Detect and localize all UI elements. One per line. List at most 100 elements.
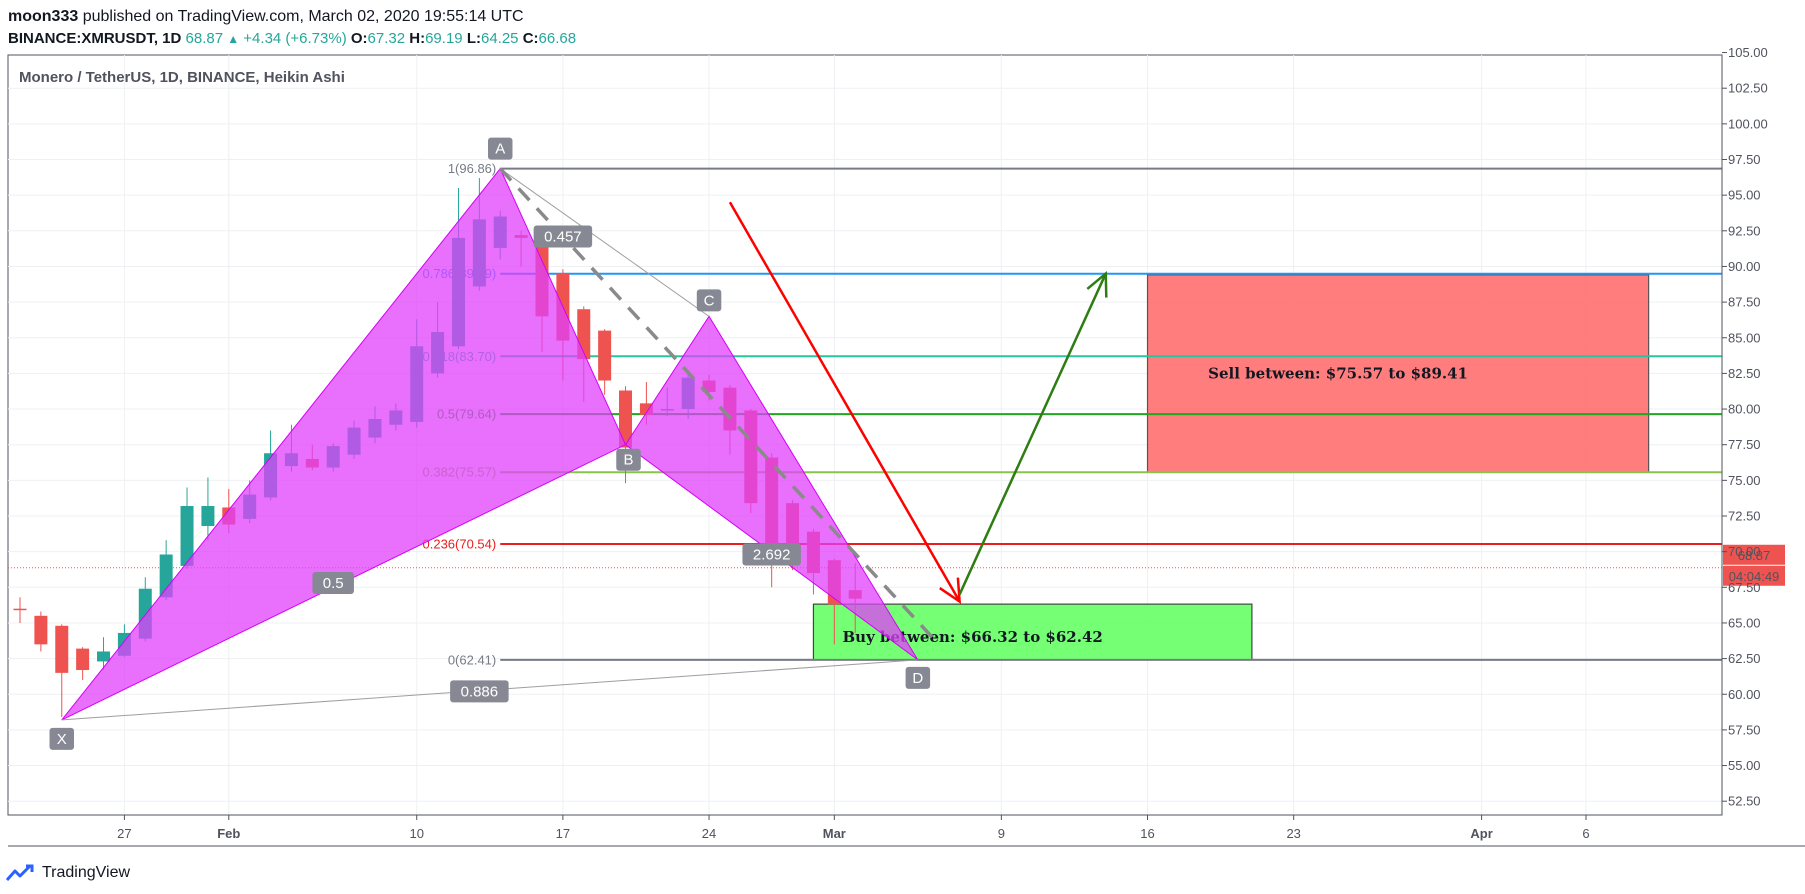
candle-body bbox=[619, 390, 633, 448]
open-label: O: bbox=[350, 30, 368, 47]
time-tick-label: 10 bbox=[409, 826, 423, 841]
price-tick-label: 90.00 bbox=[1728, 259, 1761, 274]
sell-zone-label: Sell between: $75.57 to $89.41 bbox=[1208, 365, 1468, 383]
symbol-label: BINANCE:XMRUSDT, 1D bbox=[8, 30, 182, 47]
candle-body bbox=[55, 625, 69, 673]
ratio-label: 0.5 bbox=[323, 575, 344, 592]
point-label-c: C bbox=[704, 292, 715, 309]
candle-body bbox=[97, 651, 111, 662]
buy-zone-label: Buy between: $66.32 to $62.42 bbox=[843, 628, 1103, 646]
price-tick-label: 72.50 bbox=[1728, 509, 1761, 524]
point-label-b-bg bbox=[616, 448, 641, 471]
fib-level-label: 0(62.41) bbox=[448, 652, 496, 667]
open-value: 67.32 bbox=[367, 30, 406, 47]
green-up-arrow-shaft bbox=[958, 273, 1107, 595]
high-label: H: bbox=[409, 30, 426, 47]
chart-title: Monero / TetherUS, 1D, BINANCE, Heikin A… bbox=[19, 69, 345, 86]
close-label: C: bbox=[522, 30, 539, 47]
pattern-ac-line bbox=[499, 168, 710, 317]
point-label-d-bg bbox=[905, 666, 931, 689]
last-price: 68.87 bbox=[185, 30, 224, 47]
candle-body bbox=[201, 506, 215, 526]
point-label-x: X bbox=[57, 731, 67, 748]
chart-header: moon333 published on TradingView.com, Ma… bbox=[8, 6, 1788, 50]
time-tick-label: 6 bbox=[1582, 826, 1589, 841]
price-tick-label: 85.00 bbox=[1728, 330, 1761, 345]
red-down-arrow-head bbox=[939, 577, 962, 605]
price-tick-label: 55.00 bbox=[1728, 758, 1761, 773]
point-label-c-bg bbox=[696, 289, 722, 312]
last-price-tag: 68.87 bbox=[1738, 548, 1771, 563]
time-tick-label: 17 bbox=[556, 826, 570, 841]
labels: X A B C D 0.457 0.5 2.692 0.886 68.87 04:04:49 bbox=[49, 137, 1785, 750]
price-axis[interactable]: 52.50 55.00 57.50 60.00 62.50 65.00 67.50 70.00… bbox=[1722, 45, 1768, 809]
price-tick-label: 60.00 bbox=[1728, 687, 1761, 702]
price-tick-label: 75.00 bbox=[1728, 473, 1761, 488]
price-tick-label: 62.50 bbox=[1728, 651, 1761, 666]
high-value: 69.19 bbox=[425, 30, 463, 47]
time-tick-label: 27 bbox=[117, 826, 131, 841]
low-value: 64.25 bbox=[480, 30, 519, 47]
footer-brand[interactable]: TradingView bbox=[42, 864, 131, 881]
price-tick-label: 80.00 bbox=[1728, 402, 1761, 417]
ratio-label-bg bbox=[312, 572, 354, 595]
time-tick-label: 16 bbox=[1140, 826, 1154, 841]
price-tick-label: 65.00 bbox=[1728, 615, 1761, 630]
published-info: published on TradingView.com, March 02, … bbox=[82, 8, 524, 25]
time-tick-label: 23 bbox=[1286, 826, 1300, 841]
price-tick-label: 100.00 bbox=[1728, 116, 1768, 131]
price-tick-label: 82.50 bbox=[1728, 366, 1761, 381]
price-tick-label: 105.00 bbox=[1728, 45, 1768, 60]
countdown-tag-bg bbox=[1723, 565, 1785, 586]
ratio-label-bg bbox=[742, 543, 801, 566]
candle-body bbox=[76, 648, 90, 671]
fib-level-label: 1(96.86) bbox=[448, 161, 496, 176]
arrows bbox=[728, 201, 1108, 605]
price-change: +4.34 (+6.73%) bbox=[243, 30, 347, 47]
close-value: 66.68 bbox=[538, 30, 577, 47]
candle-body bbox=[639, 403, 653, 415]
time-axis[interactable]: 27 Feb 10 17 24 Mar 9 16 23 Apr 6 bbox=[117, 815, 1590, 841]
point-label-a-bg bbox=[487, 137, 513, 160]
time-tick-label: Apr bbox=[1470, 826, 1492, 841]
sell-zone bbox=[1146, 274, 1650, 473]
time-tick-label: 24 bbox=[702, 826, 716, 841]
time-tick-label: 9 bbox=[998, 826, 1005, 841]
point-label-x-bg bbox=[49, 727, 75, 750]
tradingview-logo-icon[interactable] bbox=[6, 863, 38, 883]
time-tick-label: Feb bbox=[217, 826, 240, 841]
price-tick-label: 102.50 bbox=[1728, 81, 1768, 96]
price-tick-label: 77.50 bbox=[1728, 437, 1761, 452]
ratio-label: 2.692 bbox=[753, 547, 791, 564]
last-price-tag-bg bbox=[1723, 544, 1785, 565]
up-triangle-icon: ▲ bbox=[227, 32, 240, 46]
price-tick-label: 87.50 bbox=[1728, 295, 1761, 310]
price-tick-label: 67.50 bbox=[1728, 580, 1761, 595]
price-tick-label: 52.50 bbox=[1728, 794, 1761, 809]
red-down-arrow-shaft bbox=[728, 201, 961, 603]
candle-body bbox=[180, 506, 194, 566]
time-tick-label: Mar bbox=[823, 826, 846, 841]
ratio-label-bg bbox=[450, 680, 509, 703]
ratio-label: 0.886 bbox=[461, 683, 499, 700]
point-label-d: D bbox=[912, 670, 923, 687]
price-tick-label: 97.50 bbox=[1728, 152, 1761, 167]
published-line: moon333 published on TradingView.com, Ma… bbox=[8, 6, 1788, 28]
symbol-ohlc-line: BINANCE:XMRUSDT, 1D 68.87 ▲ +4.34 (+6.73… bbox=[8, 28, 1788, 50]
green-up-arrow-head bbox=[1086, 270, 1108, 298]
footer: TradingView bbox=[6, 860, 130, 886]
price-tick-label: 57.50 bbox=[1728, 722, 1761, 737]
candle-body bbox=[598, 330, 612, 381]
grid bbox=[8, 55, 1722, 815]
point-label-a: A bbox=[495, 141, 505, 158]
low-label: L: bbox=[466, 30, 481, 47]
candle-body bbox=[34, 615, 48, 645]
price-tick-label: 92.50 bbox=[1728, 223, 1761, 238]
ratio-label: 0.457 bbox=[544, 229, 582, 246]
ratio-label-bg bbox=[533, 225, 593, 248]
price-tick-label: 70.00 bbox=[1728, 544, 1761, 559]
candle-body bbox=[13, 608, 27, 611]
countdown-tag: 04:04:49 bbox=[1729, 569, 1780, 584]
author-name[interactable]: moon333 bbox=[8, 8, 79, 25]
